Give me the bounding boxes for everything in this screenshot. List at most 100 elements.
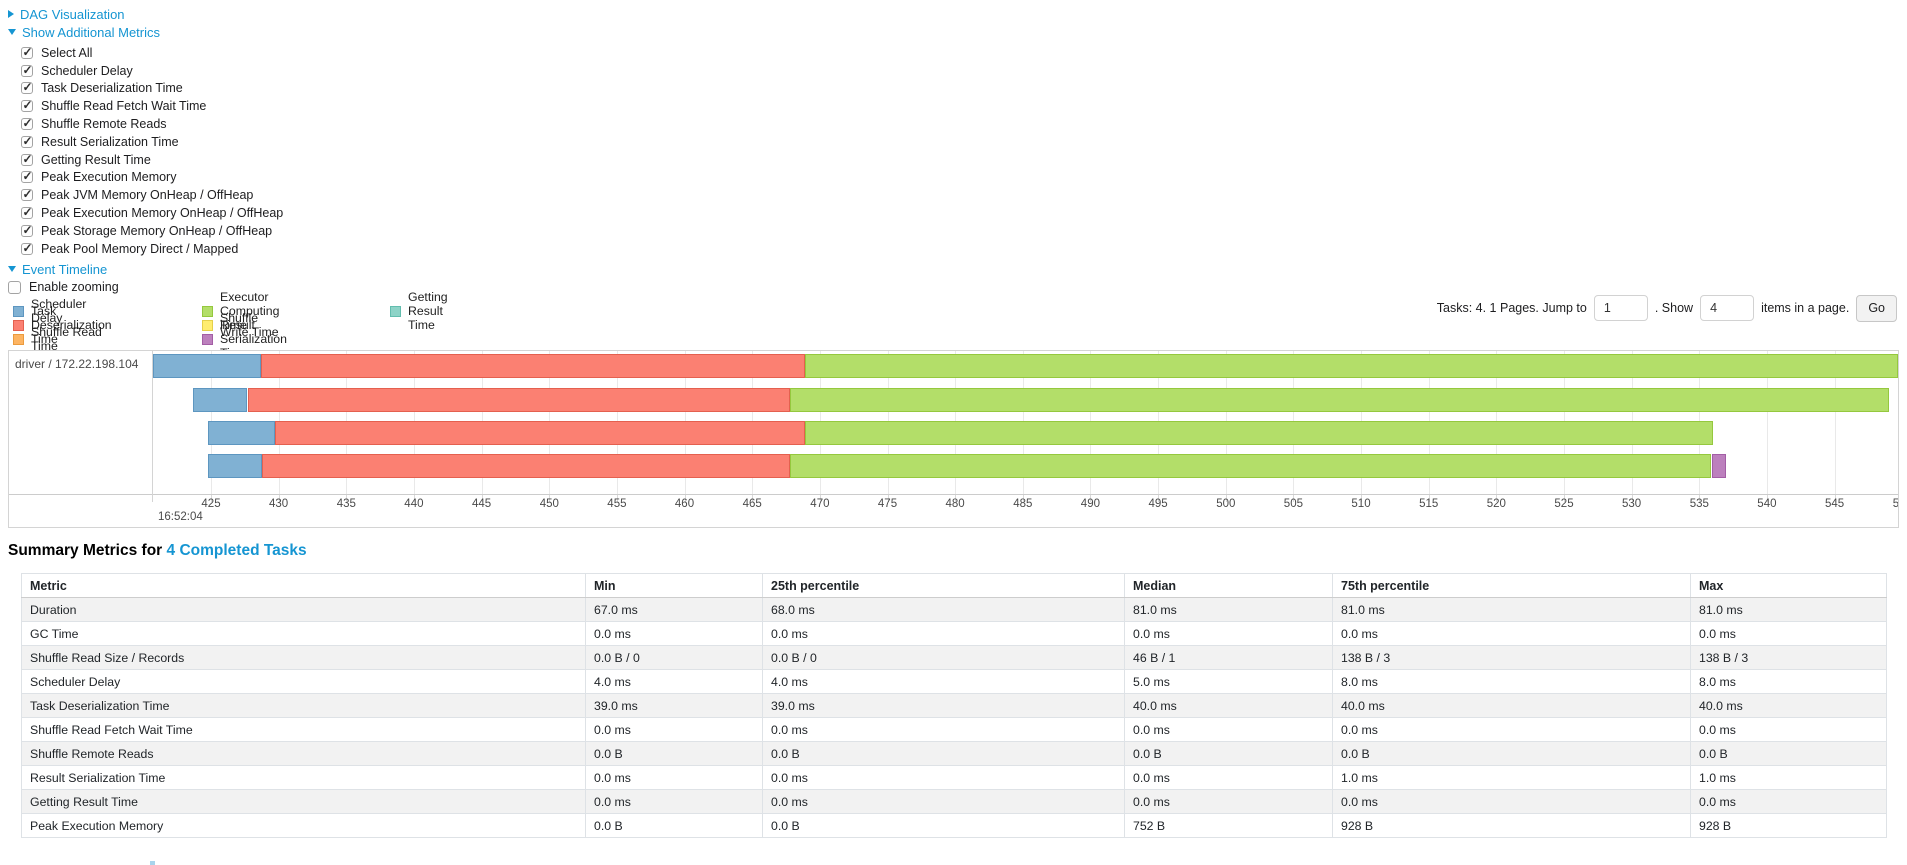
table-row: GC Time 0.0 ms 0.0 ms 0.0 ms 0.0 ms 0.0 ms xyxy=(21,621,1887,646)
task-deserialization-time-bar-segment[interactable] xyxy=(274,421,805,445)
column-header-metric[interactable]: Metric xyxy=(21,573,586,598)
shuffle-read-time-swatch-icon xyxy=(13,333,24,345)
metric-value-cell: 0.0 ms xyxy=(762,621,1125,646)
result-serialization-time-swatch-icon xyxy=(202,333,213,345)
executor-computing-time-bar-segment[interactable] xyxy=(805,354,1898,378)
metric-checkbox-row: Peak Storage Memory OnHeap / OffHeap xyxy=(21,222,283,240)
axis-tick xyxy=(1564,495,1565,502)
checkbox-result-serialization-time[interactable] xyxy=(21,134,33,148)
task-deserialization-time-swatch-icon xyxy=(13,319,24,331)
metric-value-cell: 138 B / 3 xyxy=(1690,645,1887,670)
metric-checkbox-row: Peak Pool Memory Direct / Mapped xyxy=(21,240,283,258)
items-per-page-input[interactable] xyxy=(1700,295,1755,321)
event-timeline-chart: driver / 172.22.198.104 425 430 435 440 445 4… xyxy=(8,350,1899,528)
legend-item-task-deserialization-time: Task Deserialization Time xyxy=(13,304,112,346)
metric-checkbox-row: Select All xyxy=(21,44,283,62)
checkbox-label: Select All xyxy=(41,45,93,60)
metric-value-cell: 0.0 ms xyxy=(1332,621,1691,646)
axis-tick xyxy=(278,495,280,502)
metric-checkbox-row: Getting Result Time xyxy=(21,151,283,169)
metric-value-cell: 0.0 B / 0 xyxy=(762,645,1125,670)
metric-checkbox-row: Peak Execution Memory xyxy=(21,169,283,187)
metric-value-cell: 0.0 ms xyxy=(1690,789,1887,814)
summary-table-header: Metric Min 25th percentile Median 75th perce… xyxy=(21,573,1887,598)
show-additional-metrics-toggle[interactable]: Show Additional Metrics xyxy=(8,24,160,40)
axis-tick xyxy=(887,495,889,502)
metric-value-cell: 81.0 ms xyxy=(1124,597,1333,622)
task-deserialization-time-bar-segment[interactable] xyxy=(247,388,791,412)
header-row: Metric Min 25th percentile Median 75th perce… xyxy=(21,573,1887,598)
column-header-75th-percentile[interactable]: 75th percentile xyxy=(1332,573,1691,598)
result-serialization-time-bar-segment[interactable] xyxy=(1711,454,1727,478)
metric-value-cell: 0.0 ms xyxy=(585,621,763,646)
completed-tasks-link[interactable]: 4 Completed Tasks xyxy=(166,542,307,559)
axis-tick xyxy=(1699,495,1701,502)
axis-tick-label: 540 xyxy=(1757,498,1777,510)
metric-name-cell: Scheduler Delay xyxy=(21,669,586,694)
checkbox-scheduler-delay[interactable] xyxy=(21,63,33,77)
scheduler-delay-bar-segment[interactable] xyxy=(208,454,263,478)
go-button[interactable]: Go xyxy=(1856,294,1897,322)
timeline-group-label: driver / 172.22.198.104 xyxy=(15,357,139,371)
dag-visualization-toggle[interactable]: DAG Visualization xyxy=(8,6,125,22)
legend-label: Scheduler Delay xyxy=(31,297,87,325)
checkbox-shuffle-remote-reads[interactable] xyxy=(21,116,33,131)
axis-tick-label: 530 xyxy=(1622,498,1642,510)
checkbox-getting-result-time[interactable] xyxy=(21,152,33,166)
column-header-25th-percentile[interactable]: 25th percentile xyxy=(762,573,1125,598)
checkbox-label: Getting Result Time xyxy=(41,152,151,167)
axis-tick-label: 535 xyxy=(1689,498,1709,510)
scheduler-delay-bar-segment[interactable] xyxy=(208,421,275,445)
axis-tick-label: 485 xyxy=(1013,498,1033,510)
axis-tick-label: 450 xyxy=(539,498,559,510)
metric-value-cell: 0.0 B xyxy=(1690,741,1887,766)
checkbox-select-all[interactable] xyxy=(21,45,33,59)
metric-value-cell: 0.0 ms xyxy=(1124,621,1333,646)
metric-value-cell: 0.0 B xyxy=(585,813,763,838)
axis-tick xyxy=(481,495,483,502)
checkbox-peak-execution-memory-onheap-offheap[interactable] xyxy=(21,205,33,220)
metric-value-cell: 0.0 ms xyxy=(1332,789,1691,814)
column-header-max[interactable]: Max xyxy=(1690,573,1887,598)
checkbox-peak-execution-memory[interactable] xyxy=(21,169,33,184)
checkbox-label: Peak JVM Memory OnHeap / OffHeap xyxy=(41,188,254,203)
metric-name-cell: GC Time xyxy=(21,621,586,646)
metric-checkbox-row: Peak JVM Memory OnHeap / OffHeap xyxy=(21,186,283,204)
checkbox-peak-pool-memory-direct-mapped[interactable] xyxy=(21,241,33,255)
column-header-median[interactable]: Median xyxy=(1124,573,1333,598)
enable-zooming-checkbox[interactable] xyxy=(8,280,21,294)
legend-item-scheduler-delay: Scheduler Delay xyxy=(13,297,112,325)
scheduler-delay-bar-segment[interactable] xyxy=(152,354,261,378)
legend-item-executor-computing-time: Executor Computing Time xyxy=(202,290,287,332)
metric-value-cell: 1.0 ms xyxy=(1332,765,1691,790)
metric-value-cell: 0.0 ms xyxy=(1690,621,1887,646)
task-deserialization-time-bar-segment[interactable] xyxy=(261,354,805,378)
task-deserialization-time-bar-segment[interactable] xyxy=(262,454,791,478)
metric-value-cell: 40.0 ms xyxy=(1124,693,1333,718)
executor-computing-time-bar-segment[interactable] xyxy=(790,454,1712,478)
axis-tick xyxy=(955,495,957,502)
summary-heading-text: Summary Metrics for xyxy=(8,542,163,559)
jump-to-page-input[interactable] xyxy=(1593,295,1648,321)
metric-value-cell: 0.0 B xyxy=(585,741,763,766)
checkbox-peak-jvm-memory-onheap-offheap[interactable] xyxy=(21,187,33,202)
collapsed-arrow-icon xyxy=(8,10,14,18)
task-pagination: Tasks: 4. 1 Pages. Jump to . Show items … xyxy=(1437,294,1897,322)
metric-name-cell: Peak Execution Memory xyxy=(21,813,586,838)
metric-value-cell: 0.0 ms xyxy=(1690,717,1887,742)
scheduler-delay-bar-segment[interactable] xyxy=(193,388,248,412)
metric-checkbox-row: Shuffle Read Fetch Wait Time xyxy=(21,97,283,115)
checkbox-label: Peak Execution Memory xyxy=(41,170,177,185)
event-timeline-toggle[interactable]: Event Timeline xyxy=(8,261,107,277)
enable-zooming-label: Enable zooming xyxy=(29,280,119,294)
checkbox-shuffle-read-fetch-wait-time[interactable] xyxy=(21,98,33,113)
axis-tick xyxy=(752,495,754,502)
executor-computing-time-bar-segment[interactable] xyxy=(805,421,1713,445)
column-header-min[interactable]: Min xyxy=(585,573,763,598)
checkbox-task-deserialization-time[interactable] xyxy=(21,80,33,95)
checkbox-peak-storage-memory-onheap-offheap[interactable] xyxy=(21,223,33,237)
metric-value-cell: 0.0 B xyxy=(762,741,1125,766)
executor-computing-time-bar-segment[interactable] xyxy=(790,388,1889,412)
show-additional-metrics-label: Show Additional Metrics xyxy=(22,24,161,40)
